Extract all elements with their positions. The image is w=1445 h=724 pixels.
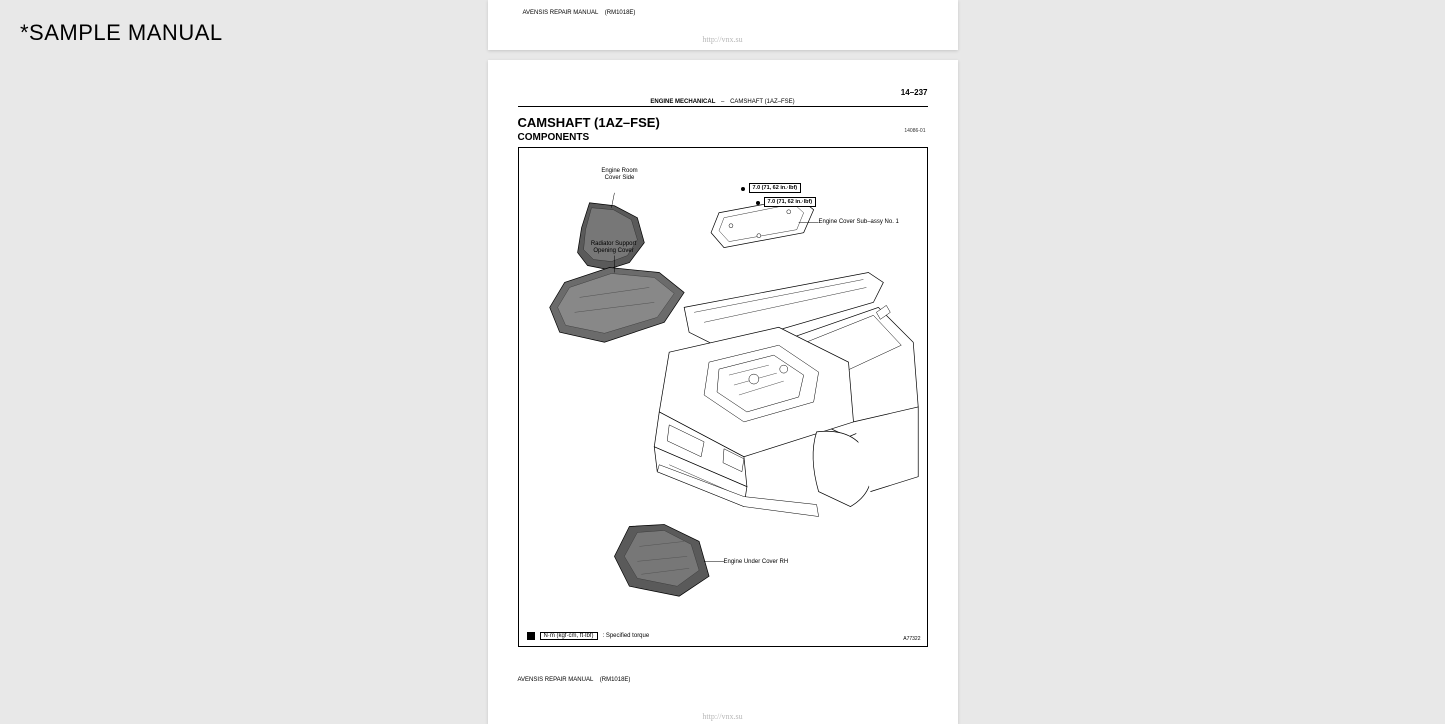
figure-code: A77322 [903, 636, 920, 642]
components-diagram: Engine RoomCover Side Radiator SupportOp… [518, 147, 928, 647]
prev-footer-code: (RM1018E) [605, 10, 636, 16]
torque-legend: N·m (kgf·cm, ft·lbf) : Specified torque [527, 632, 650, 640]
header-sub: CAMSHAFT (1AZ–FSE) [730, 99, 795, 105]
car-body [654, 273, 918, 517]
footer-code: (RM1018E) [600, 677, 631, 683]
torque-dot-2 [756, 201, 760, 205]
previous-page-sliver: AVENSIS REPAIR MANUAL (RM1018E) http://v… [488, 0, 958, 50]
torque-spec-1: 7.0 (71, 62 in.·lbf) [749, 183, 802, 193]
header-dash: – [717, 99, 728, 105]
manual-page: 14–237 ENGINE MECHANICAL – CAMSHAFT (1AZ… [488, 60, 958, 724]
page-footer: AVENSIS REPAIR MANUAL (RM1018E) [518, 677, 928, 683]
prev-footer: AVENSIS REPAIR MANUAL (RM1018E) [523, 10, 923, 16]
page-subtitle: COMPONENTS [518, 132, 928, 143]
label-engine-under-cover: Engine Under Cover RH [724, 559, 824, 566]
prev-footer-manual: AVENSIS REPAIR MANUAL [523, 10, 599, 16]
footer-manual: AVENSIS REPAIR MANUAL [518, 677, 594, 683]
doc-code: 14086-01 [904, 128, 925, 134]
legend-symbol-icon [527, 632, 535, 640]
legend-units-box: N·m (kgf·cm, ft·lbf) [540, 632, 598, 640]
page-title: CAMSHAFT (1AZ–FSE) [518, 115, 928, 130]
legend-text: : Specified torque [603, 633, 650, 639]
label-radiator-support: Radiator SupportOpening Cover [579, 241, 649, 255]
torque-dot-1 [741, 187, 745, 191]
sample-watermark: *SAMPLE MANUAL [20, 20, 223, 46]
engine-room-cover-part [577, 203, 644, 270]
page-url: http://vnx.su [488, 712, 958, 721]
label-engine-cover-sub: Engine Cover Sub–assy No. 1 [819, 219, 928, 226]
prev-page-url: http://vnx.su [488, 35, 958, 44]
header-section: ENGINE MECHANICAL [650, 99, 715, 105]
page-number: 14–237 [518, 88, 928, 97]
torque-spec-2: 7.0 (71, 62 in.·lbf) [764, 197, 817, 207]
engine-under-cover-part [614, 524, 709, 596]
label-engine-room-cover: Engine RoomCover Side [585, 168, 655, 182]
page-header: ENGINE MECHANICAL – CAMSHAFT (1AZ–FSE) [518, 99, 928, 107]
radiator-support-part [549, 268, 683, 343]
